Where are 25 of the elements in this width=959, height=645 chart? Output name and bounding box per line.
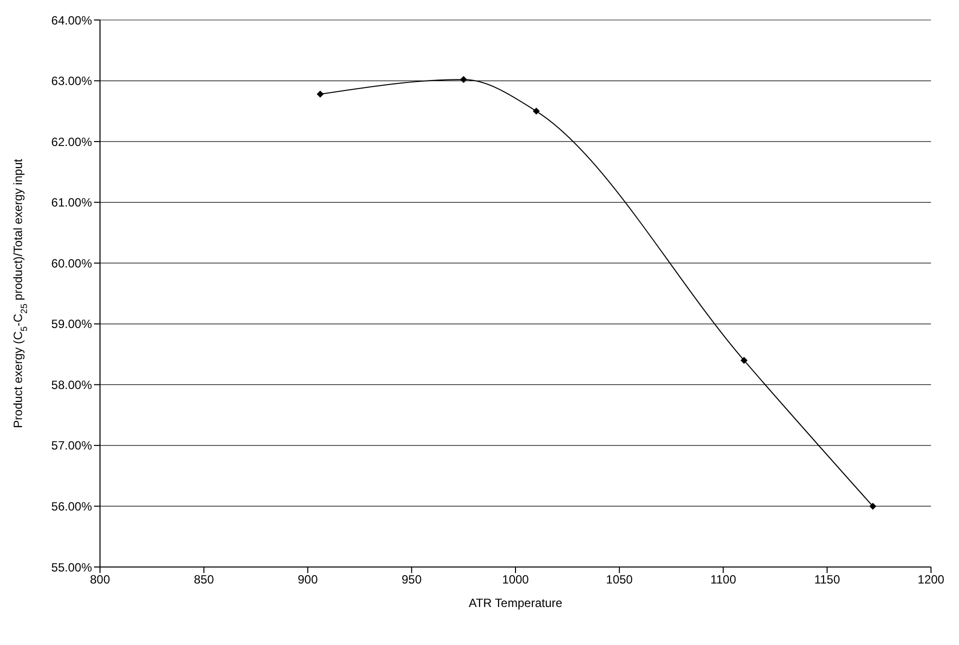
x-tick-label: 1050 [606, 572, 634, 587]
x-tick-label: 1150 [814, 572, 840, 587]
x-tick-label: 1200 [918, 572, 945, 587]
y-tick-label: 59.00% [51, 317, 92, 332]
x-tick-label: 1100 [710, 572, 736, 587]
y-tick-label: 57.00% [51, 438, 92, 453]
x-tick-label: 800 [90, 572, 110, 587]
x-tick-label: 950 [402, 572, 422, 587]
y-tick-label: 56.00% [51, 499, 92, 514]
y-tick-label: 55.00% [51, 560, 92, 574]
point [869, 502, 876, 510]
y-tick-label: 58.00% [51, 378, 92, 392]
y-tick-label: 62.00% [51, 134, 92, 149]
point [316, 90, 324, 98]
x-tick-label: 900 [298, 572, 318, 587]
point [460, 76, 468, 84]
y-tick-label: 61.00% [51, 196, 92, 210]
x-axis-title: ATR Temperature [468, 596, 563, 610]
x-tick-label: 1000 [502, 572, 530, 587]
x-tick-label: 850 [194, 572, 214, 587]
y-tick-label: 60.00% [51, 256, 92, 270]
y-tick-label: 63.00% [51, 74, 92, 88]
y-tick-label: 64.00% [51, 13, 92, 28]
point [532, 108, 540, 115]
point [740, 356, 748, 364]
